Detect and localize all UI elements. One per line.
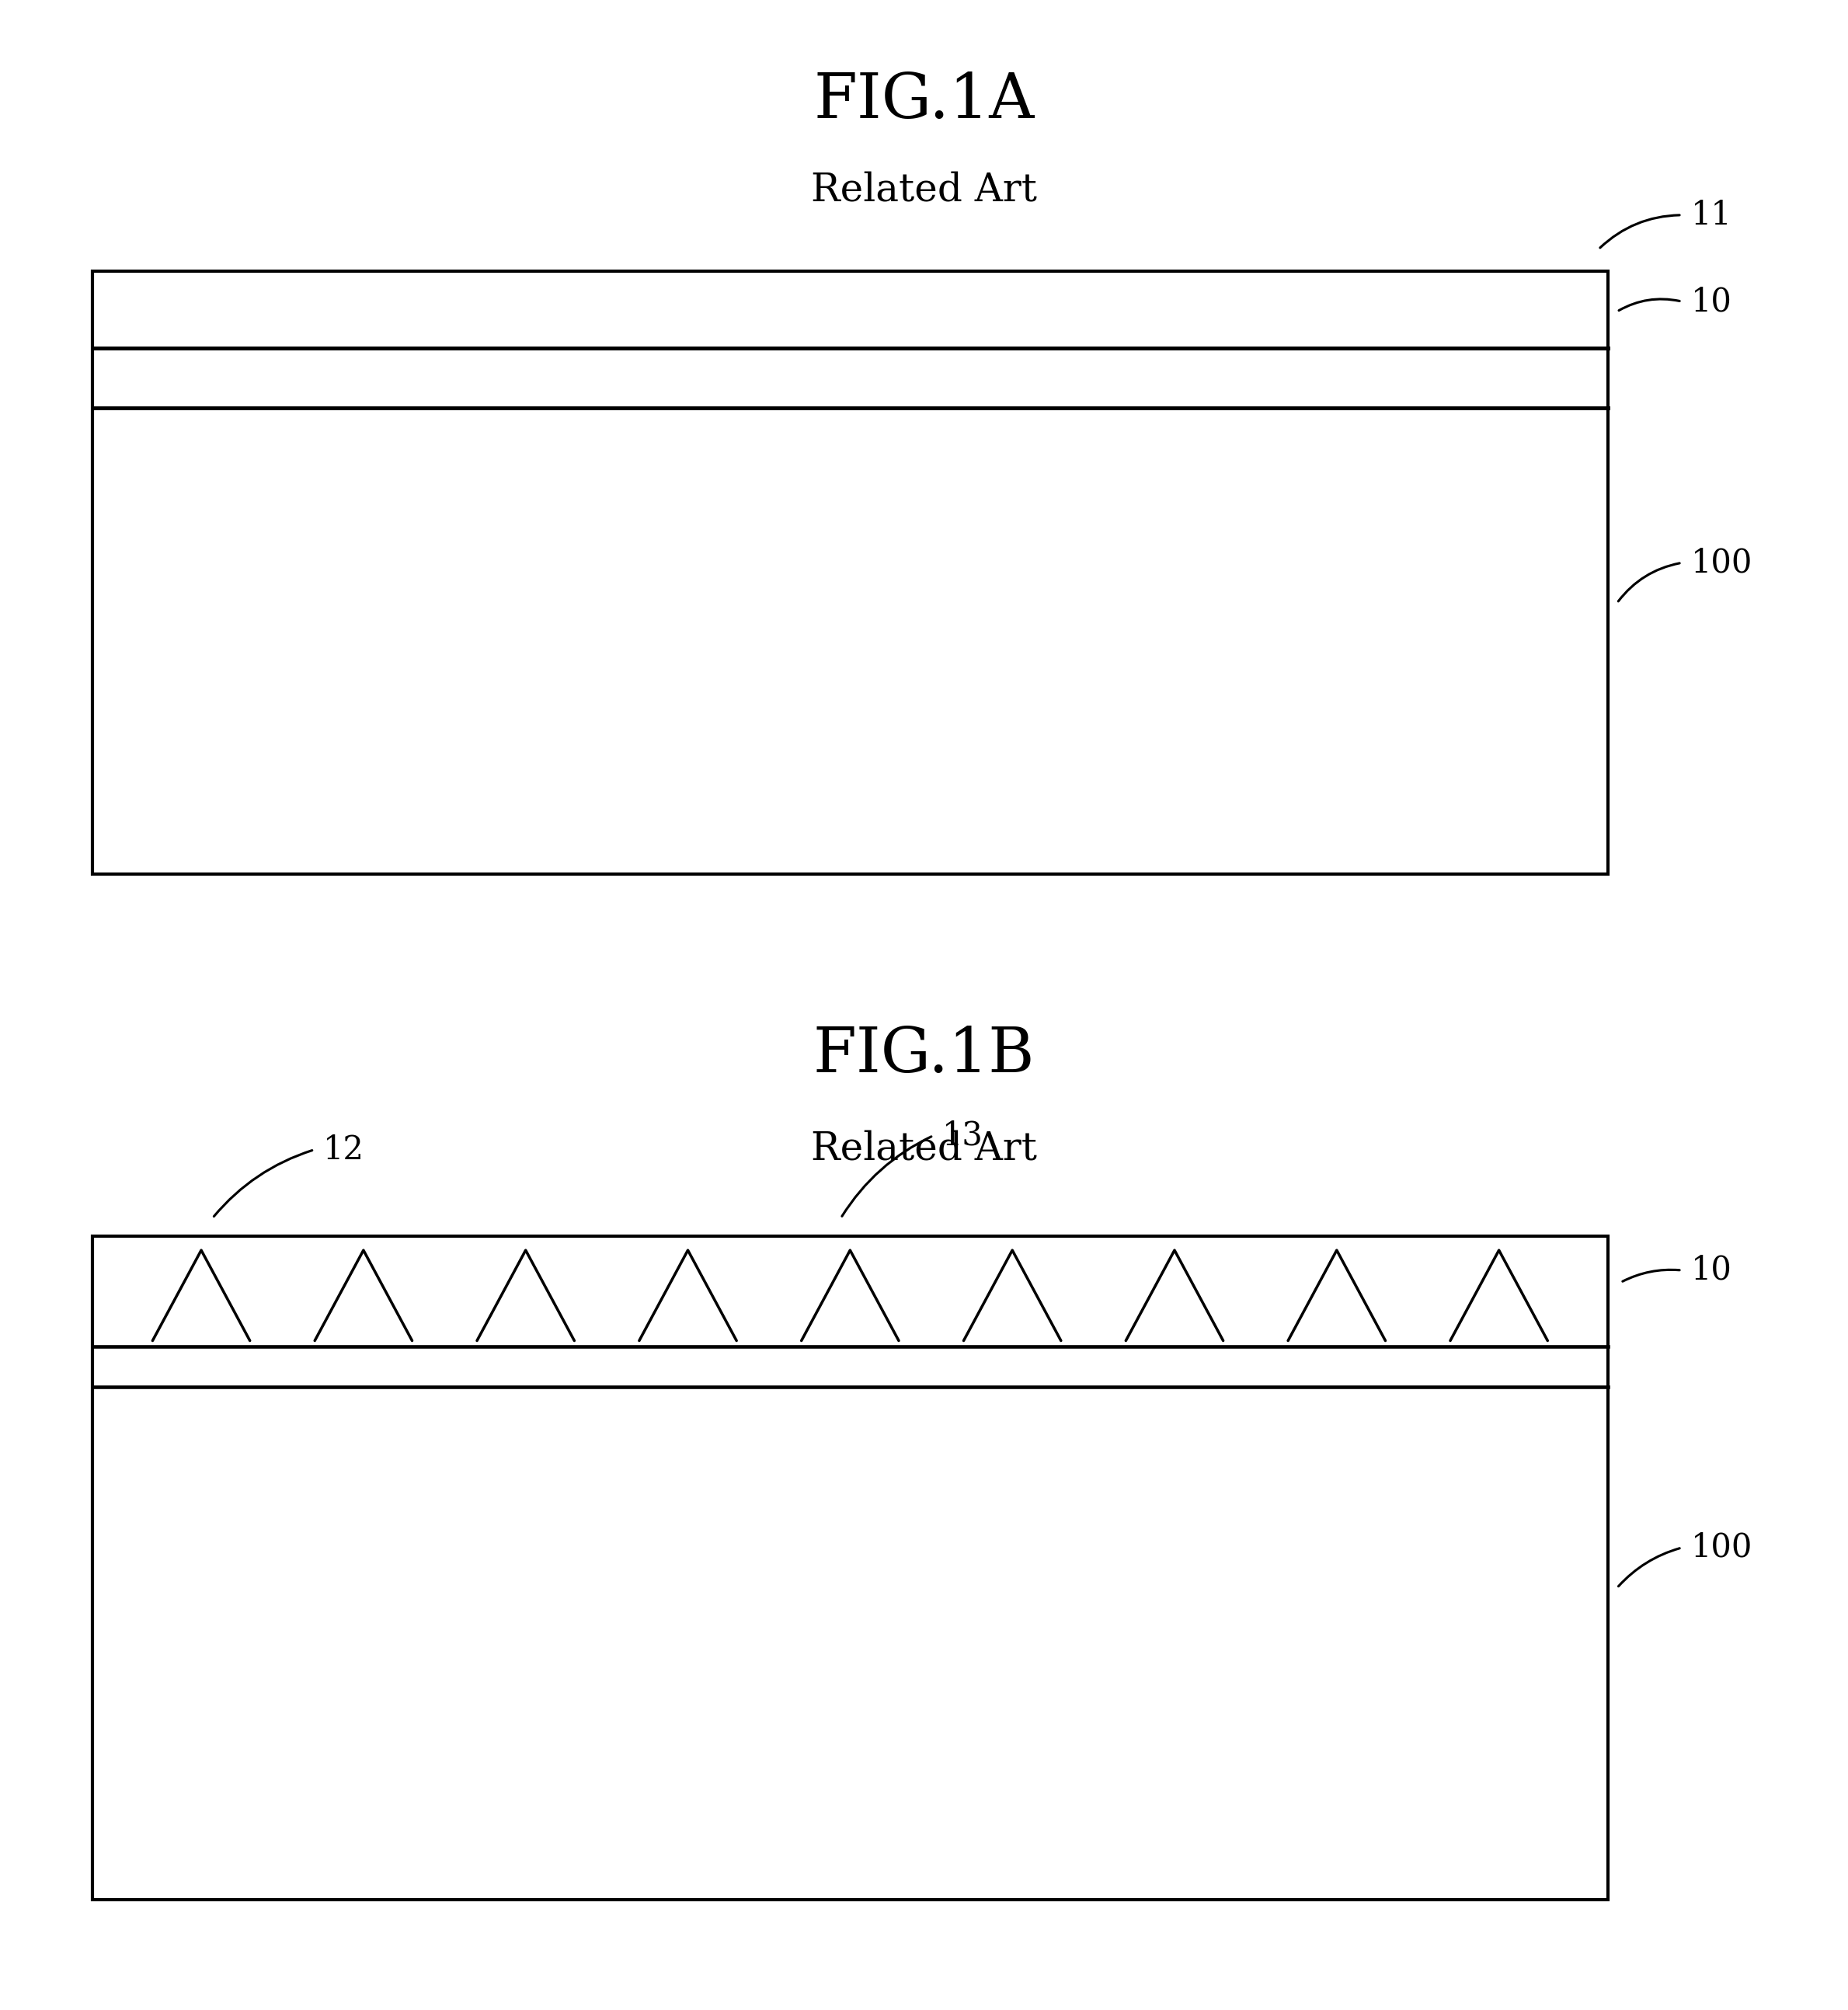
Text: 11: 11 [1691,199,1732,231]
Text: Related Art: Related Art [811,171,1037,209]
Bar [92,1236,1608,1899]
Text: 10: 10 [1691,1254,1732,1286]
Text: FIG.1B: FIG.1B [813,1025,1035,1085]
Text: 12: 12 [323,1134,364,1166]
Text: Related Art: Related Art [811,1130,1037,1168]
Text: 13: 13 [942,1120,983,1152]
Text: 100: 100 [1691,547,1752,579]
Text: FIG.1A: FIG.1A [813,70,1035,131]
Bar [92,271,1608,874]
Text: 100: 100 [1691,1532,1752,1564]
Text: 10: 10 [1691,285,1732,318]
